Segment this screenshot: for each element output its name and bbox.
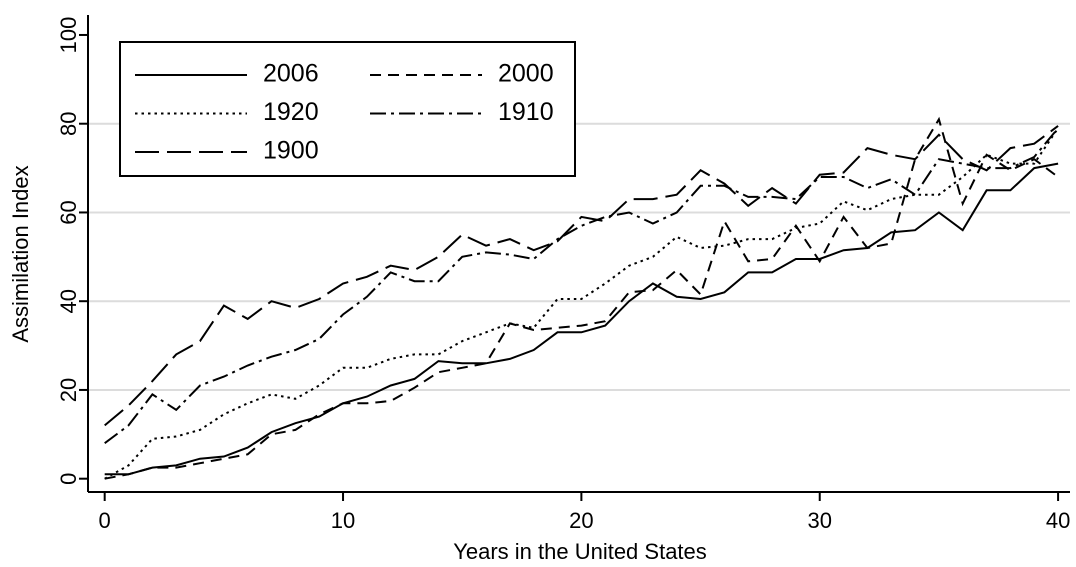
x-tick-label: 40 — [1046, 508, 1070, 533]
legend-label: 2006 — [263, 60, 319, 88]
y-axis-title: Assimilation Index — [8, 165, 33, 342]
x-tick-label: 10 — [331, 508, 355, 533]
series-line — [104, 125, 1059, 427]
y-tick-label: 100 — [56, 17, 81, 54]
x-tick-label: 30 — [807, 508, 831, 533]
y-tick-label: 40 — [56, 289, 81, 313]
y-tick-label: 20 — [56, 378, 81, 402]
x-tick-label: 20 — [569, 508, 593, 533]
legend-label: 1920 — [263, 98, 319, 126]
x-axis-title: Years in the United States — [453, 539, 707, 564]
y-tick-label: 80 — [56, 111, 81, 135]
series-line — [104, 162, 1059, 476]
legend-label: 1900 — [263, 137, 319, 165]
y-tick-label: 60 — [56, 200, 81, 224]
legend-label: 1910 — [498, 98, 554, 126]
series-line — [104, 127, 1059, 480]
legend-box — [119, 41, 576, 177]
y-tick-label: 0 — [56, 473, 81, 485]
series-line — [104, 116, 1059, 480]
x-tick-label: 0 — [99, 508, 111, 533]
legend-label: 2000 — [498, 60, 554, 88]
